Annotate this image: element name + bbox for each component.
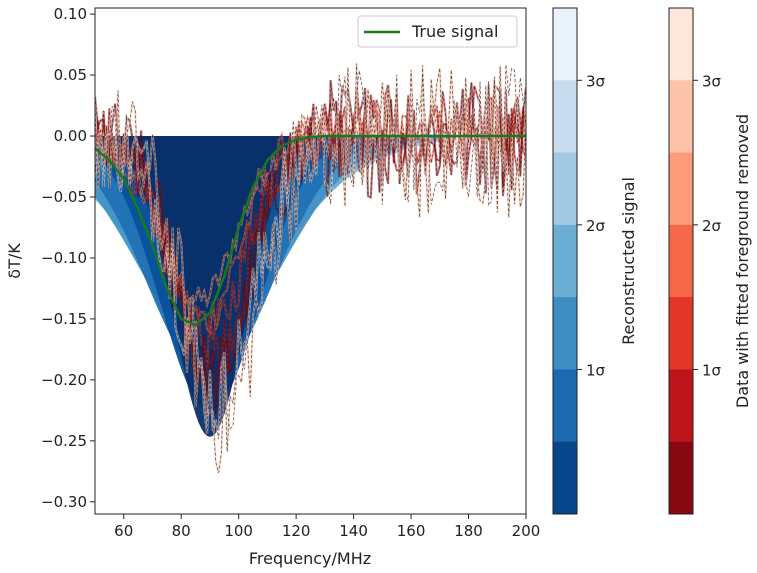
colorbar-data: 3σ 2σ 1σ Data with fitted foreground remov… <box>668 7 752 515</box>
x-tick-label: 100 <box>224 522 253 540</box>
y-tick-label: −0.05 <box>41 188 87 206</box>
colorbar-reconstructed-label: Reconstructed signal <box>619 177 638 345</box>
data-residual-line <box>95 63 526 473</box>
colorbar-reconstructed: 3σ 2σ 1σ Reconstructed signal <box>552 7 638 515</box>
colorbar-cell <box>669 152 693 226</box>
colorbar-cell <box>553 224 577 298</box>
colorbar-cell <box>669 224 693 298</box>
colorbar-reconstructed-frame <box>552 7 578 515</box>
colorbar-tick-label: 1σ <box>702 361 722 379</box>
colorbar-cell <box>669 441 693 515</box>
y-axis: 0.10 0.05 0.00 −0.05 −0.10 −0.15 −0.20 −0.25 −0.… <box>41 5 95 511</box>
colorbar-tick-label: 2σ <box>702 217 722 235</box>
y-tick-label: −0.15 <box>41 310 87 328</box>
legend-box <box>357 15 518 48</box>
x-tick-label: 80 <box>172 522 191 540</box>
colorbar-cell <box>553 80 577 154</box>
plot-frame <box>94 7 527 515</box>
legend: True signal <box>357 15 518 48</box>
colorbar-cell <box>553 152 577 226</box>
x-tick-label: 160 <box>397 522 426 540</box>
data-residual-line <box>95 64 526 440</box>
colorbar-cell <box>669 80 693 154</box>
x-tick-label: 60 <box>114 522 133 540</box>
y-tick-label: 0.00 <box>54 127 87 145</box>
colorbar-tick-label: 1σ <box>586 361 606 379</box>
data-layer <box>95 63 526 474</box>
y-tick-label: −0.10 <box>41 249 87 267</box>
colorbar-data-frame <box>668 7 694 515</box>
y-tick-label: 0.05 <box>54 66 87 84</box>
colorbar-tick-label: 3σ <box>586 72 606 90</box>
colorbar-cell <box>553 8 577 81</box>
colorbar-data-label: Data with fitted foreground removed <box>733 114 752 408</box>
data-residual-line <box>95 84 526 386</box>
legend-true-signal-label: True signal <box>411 22 498 41</box>
y-tick-label: −0.20 <box>41 371 87 389</box>
plot-area <box>94 7 527 515</box>
colorbar-tick-label: 3σ <box>702 72 722 90</box>
reconstructed-band-core <box>123 136 311 386</box>
x-tick-label: 200 <box>512 522 541 540</box>
x-tick-label: 120 <box>282 522 311 540</box>
colorbar-cell <box>669 297 693 370</box>
colorbar-cell <box>553 297 577 370</box>
x-axis-label: Frequency/MHz <box>249 549 371 568</box>
colorbar-cell <box>553 369 577 443</box>
colorbar-cell <box>553 441 577 515</box>
y-tick-label: −0.25 <box>41 432 87 450</box>
colorbar-cell <box>669 369 693 443</box>
colorbar-tick-label: 2σ <box>586 217 606 235</box>
x-tick-label: 140 <box>339 522 368 540</box>
x-axis: 60 80 100 120 140 160 180 200 <box>114 514 540 540</box>
y-axis-label: δT/K <box>5 243 24 279</box>
colorbar-cell <box>669 8 693 81</box>
y-tick-label: 0.10 <box>54 5 87 23</box>
y-tick-label: −0.30 <box>41 493 87 511</box>
true-signal-line <box>95 134 526 327</box>
x-tick-label: 180 <box>454 522 483 540</box>
